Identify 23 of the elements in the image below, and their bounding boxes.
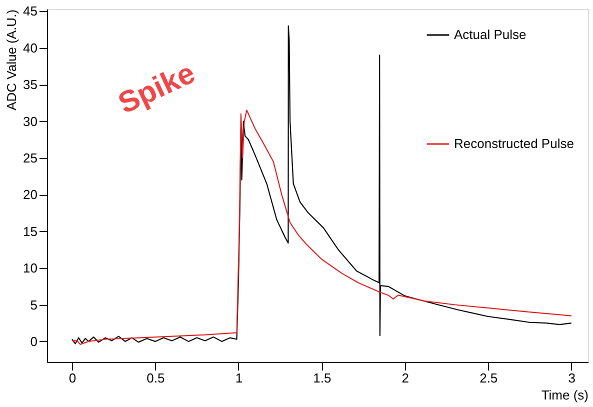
x-tick-label: 0.5 [146, 370, 165, 386]
y-tick-label: 5 [30, 297, 38, 312]
y-tick-label: 35 [23, 77, 38, 92]
y-tick-label: 40 [23, 40, 38, 56]
y-tick-label: 15 [23, 224, 38, 239]
y-tick-label: 10 [23, 260, 38, 276]
y-tick-label: 30 [23, 114, 38, 129]
annotation: Spike [114, 56, 200, 120]
x-tick-label: 3 [568, 370, 576, 386]
y-tick-label: 0 [30, 334, 38, 349]
y-axis-title: ADC Value (A.U.) [4, 10, 20, 110]
line-series [71, 25, 572, 344]
x-axis-title: Time (s) [541, 388, 588, 402]
y-tick-label: 45 [23, 4, 38, 19]
x-tick-label: 1 [235, 370, 243, 386]
legend-label: Actual Pulse [454, 27, 526, 42]
y-tick-label: 20 [23, 187, 38, 202]
x-tick-label: 0 [68, 370, 76, 386]
x-tick-label: 2 [402, 370, 410, 386]
x-tick-label: 2.5 [480, 370, 498, 386]
x-tick-label: 1.5 [313, 370, 332, 386]
y-tick-label: 25 [23, 150, 38, 166]
legend-label: Reconstructed Pulse [454, 136, 574, 151]
